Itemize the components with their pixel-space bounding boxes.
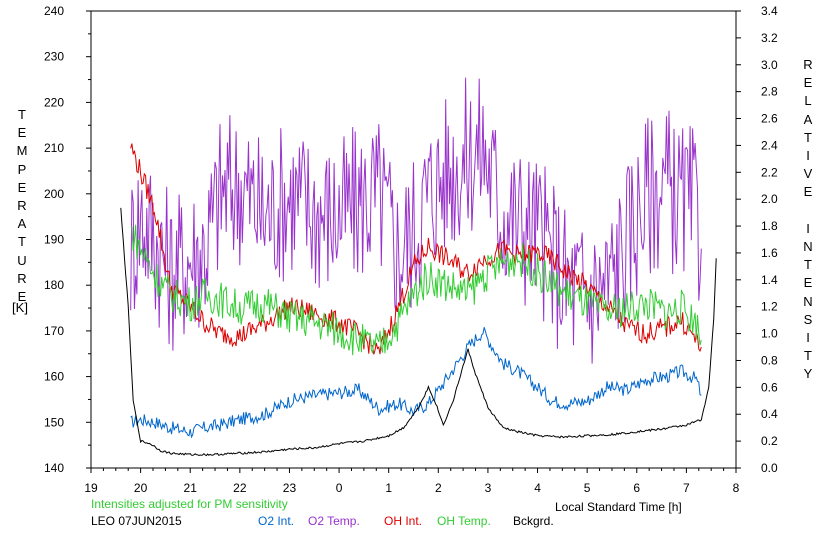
y-left-tick-label: 160 [44, 370, 64, 384]
x-tick-label: 22 [233, 481, 247, 495]
y-right-tick-label: 0.4 [761, 407, 778, 421]
x-tick-label: 20 [134, 481, 148, 495]
legend-bckgrd: Bckgrd. [513, 514, 554, 528]
axis-label-letter: I [806, 220, 810, 236]
series-line-bckgrd [120, 207, 717, 457]
y-left-tick-label: 180 [44, 278, 64, 292]
y-right-tick-label: 2.0 [761, 192, 778, 206]
x-tick-label: 0 [336, 481, 343, 495]
y-right-tick-label: 1.8 [761, 219, 778, 233]
axis-label-letter: V [803, 166, 813, 182]
x-tick-label: 21 [184, 481, 198, 495]
axis-label-letter: I [806, 148, 810, 164]
axis-label-letter: A [803, 111, 813, 127]
y-axis-left-unit: [K] [5, 299, 35, 317]
chart-note: Intensities adjusted for PM sensitivity [91, 497, 288, 511]
y-right-tick-label: 0.8 [761, 353, 778, 367]
axis-label-letter: N [803, 293, 813, 309]
axis-label-letter: E [17, 289, 27, 305]
y-right-tick-label: 3.2 [761, 31, 778, 45]
axis-label-letter: Y [803, 366, 813, 382]
axis-label-letter: T [804, 348, 812, 364]
legend-o2-int: O2 Int. [258, 514, 295, 528]
axis-label-letter [798, 202, 818, 220]
legend-oh-int: OH Int. [384, 514, 423, 528]
x-tick-label: 6 [633, 481, 640, 495]
y-left-tick-label: 240 [44, 4, 64, 18]
y-right-tick-label: 2.4 [761, 138, 778, 152]
y-left-tick-label: 210 [44, 141, 64, 155]
axis-label-letter: T [804, 129, 812, 145]
axis-label-letter: N [803, 239, 813, 255]
legend-oh-temp: OH Temp. [437, 514, 491, 528]
y-right-tick-label: 1.2 [761, 300, 778, 314]
y-right-tick-label: 2.6 [761, 112, 778, 126]
axis-label-letter: E [17, 125, 27, 141]
x-tick-label: 3 [485, 481, 492, 495]
y-axis-left-unit-text: [K] [12, 300, 28, 315]
axes-layer: 19 20 21 22 23 0 1 2 3 4 5 6 7 8140150160170180190200… [44, 4, 778, 495]
series-line-oh-temp [130, 224, 702, 356]
y-left-tick-label: 150 [44, 415, 64, 429]
y-right-tick-label: 3.0 [761, 58, 778, 72]
x-axis-label: Local Standard Time [h] [555, 500, 682, 514]
y-left-tick-label: 190 [44, 233, 64, 247]
chart-title: LEO 07JUN2015 [91, 514, 182, 528]
x-tick-label: 1 [385, 481, 392, 495]
legend-o2-temp: O2 Temp. [308, 514, 360, 528]
axis-label-letter: P [17, 161, 27, 177]
axis-label-letter: R [17, 270, 27, 286]
axis-label-letter: T [804, 257, 812, 273]
x-tick-label: 8 [733, 481, 740, 495]
series-layer [120, 77, 717, 457]
y-right-tick-label: 1.4 [761, 273, 778, 287]
y-right-tick-label: 1.0 [761, 327, 778, 341]
y-left-tick-label: 220 [44, 95, 64, 109]
plot-area-frame [90, 10, 737, 469]
y-right-tick-label: 0.6 [761, 380, 778, 394]
x-tick-label: 4 [534, 481, 541, 495]
axis-label-letter: I [806, 330, 810, 346]
y-left-tick-label: 200 [44, 187, 64, 201]
series-line-o2-temp [130, 77, 702, 364]
x-tick-label: 23 [283, 481, 297, 495]
y-left-tick-label: 230 [44, 50, 64, 64]
axis-label-letter: R [17, 198, 27, 214]
y-left-tick-label: 140 [44, 461, 64, 475]
x-tick-label: 2 [435, 481, 442, 495]
y-right-tick-label: 2.2 [761, 165, 778, 179]
axis-label-letter: E [803, 75, 813, 91]
y-right-tick-label: 3.4 [761, 4, 778, 18]
axis-label-letter: E [803, 184, 813, 200]
y-left-tick-label: 170 [44, 324, 64, 338]
axis-label-letter: L [804, 93, 812, 109]
axis-label-letter: U [17, 252, 27, 268]
axis-label-letter: T [18, 234, 26, 250]
x-tick-label: 5 [584, 481, 591, 495]
y-right-tick-label: 1.6 [761, 246, 778, 260]
y-right-tick-label: 0.2 [761, 434, 778, 448]
axis-label-letter: T [18, 107, 26, 122]
y-right-tick-label: 2.8 [761, 85, 778, 99]
y-right-tick-label: 0.0 [761, 461, 778, 475]
axis-label-letter: S [803, 311, 813, 327]
series-line-o2-int [130, 327, 702, 439]
axis-label-letter: M [16, 143, 28, 159]
x-tick-label: 7 [683, 481, 690, 495]
axis-label-letter: R [803, 57, 813, 72]
x-tick-label: 19 [84, 481, 98, 495]
axis-label-letter: E [17, 179, 27, 195]
axis-label-letter: A [17, 216, 27, 232]
axis-label-letter: E [803, 275, 813, 291]
